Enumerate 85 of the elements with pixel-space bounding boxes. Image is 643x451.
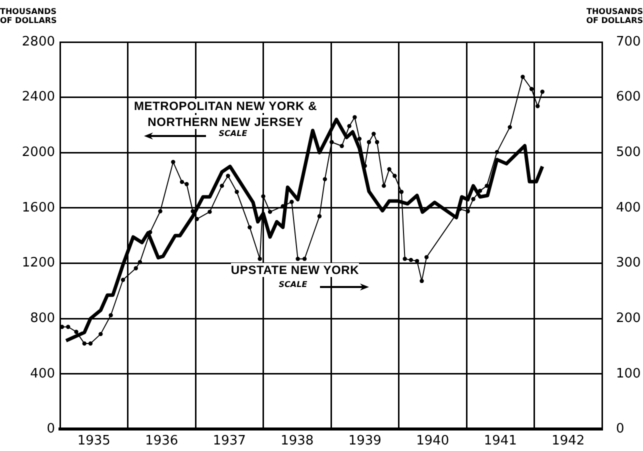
series-label: METROPOLITAN NEW YORK & NORTHERN NEW JERSEY — [134, 99, 318, 129]
point — [372, 132, 376, 136]
y2-tick-label: 600 — [616, 90, 641, 105]
point — [234, 190, 239, 194]
y-tick-label: 400 — [30, 366, 55, 382]
point — [66, 324, 70, 329]
point — [148, 230, 152, 234]
point — [352, 115, 357, 120]
point — [190, 209, 195, 214]
x-tick-label: 1938 — [280, 433, 314, 448]
point — [529, 86, 534, 92]
point — [330, 140, 334, 144]
point — [471, 196, 476, 202]
point — [268, 210, 272, 214]
point — [108, 313, 113, 318]
point — [408, 258, 414, 262]
x-tick-label: 1939 — [348, 433, 382, 448]
point — [184, 182, 189, 186]
y2-tick-label: 0 — [616, 422, 624, 437]
y-tick-label: 1200 — [22, 256, 55, 271]
series-label: UPSTATE NEW YORK — [230, 263, 360, 277]
y-tick-label: 1600 — [22, 200, 55, 216]
point — [520, 74, 525, 79]
point — [402, 256, 407, 261]
point — [322, 177, 328, 182]
point — [387, 167, 392, 172]
point — [484, 184, 489, 188]
point — [340, 144, 344, 148]
point — [302, 256, 307, 261]
point — [180, 180, 184, 184]
point — [347, 124, 352, 128]
point — [317, 214, 322, 218]
point — [98, 332, 103, 336]
y2-tick-label: 400 — [616, 200, 641, 216]
y-tick-label: 800 — [30, 310, 55, 326]
point — [540, 90, 544, 94]
point — [74, 330, 78, 334]
x-tick-label: 1936 — [145, 433, 178, 448]
x-tick-label: 1942 — [552, 433, 585, 448]
y-tick-label: 2400 — [22, 90, 55, 105]
x-tick-label: 1940 — [416, 433, 450, 448]
point — [134, 266, 138, 270]
point — [382, 184, 386, 188]
point — [138, 260, 142, 264]
x-tick-label: 1941 — [484, 433, 517, 448]
point — [226, 174, 230, 178]
point — [171, 160, 176, 164]
point — [478, 188, 482, 193]
point — [466, 209, 470, 214]
point — [194, 216, 199, 222]
point — [158, 209, 162, 214]
y2-axis-title: THOUSANDS OF DOLLARS — [586, 7, 643, 25]
point — [290, 200, 294, 204]
annotation: SCALE — [218, 129, 248, 138]
point — [424, 255, 429, 260]
point — [357, 136, 362, 141]
point — [374, 140, 380, 144]
point — [508, 125, 512, 130]
y2-tick-label: 200 — [616, 310, 641, 326]
y2-tick-label: 500 — [616, 145, 641, 160]
y-tick-label: 2000 — [22, 145, 55, 160]
point — [208, 210, 212, 214]
point — [366, 140, 372, 144]
point — [392, 174, 397, 178]
point — [220, 184, 224, 188]
point — [420, 278, 424, 284]
point — [258, 256, 262, 261]
x-tick-label: 1937 — [212, 433, 246, 448]
point — [494, 150, 500, 154]
annotation: SCALE — [278, 280, 308, 289]
point — [399, 190, 404, 194]
point — [536, 104, 540, 108]
point — [261, 194, 266, 198]
point — [88, 341, 93, 346]
x-tick-label: 1935 — [77, 433, 110, 448]
y-tick-label: 0 — [46, 422, 55, 437]
point — [82, 341, 86, 346]
point — [248, 225, 252, 230]
y2-tick-label: 300 — [616, 256, 641, 271]
point — [296, 256, 300, 261]
y2-tick-label: 700 — [616, 34, 641, 50]
y-tick-label: 2800 — [22, 34, 55, 50]
y2-tick-label: 100 — [616, 366, 641, 382]
point — [120, 278, 126, 282]
y-axis-title: THOUSANDS OF DOLLARS — [0, 7, 57, 25]
